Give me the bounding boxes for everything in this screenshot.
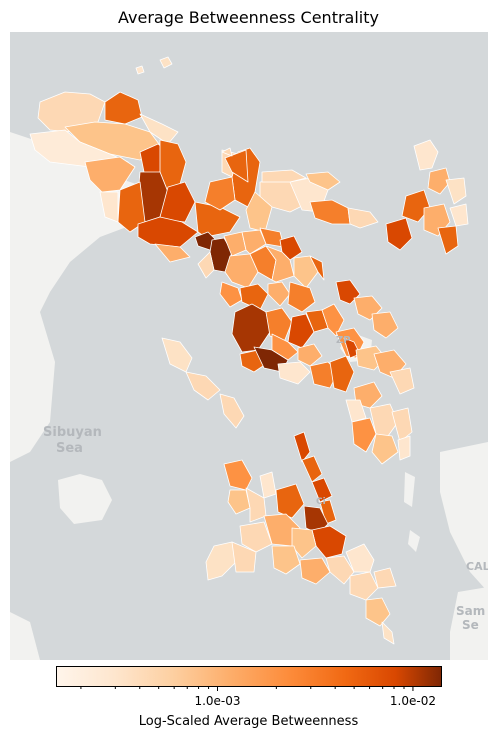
region — [135, 65, 145, 75]
region — [277, 361, 311, 385]
place-label-samar-sea: Se — [462, 618, 479, 632]
region — [265, 307, 293, 343]
region — [265, 245, 295, 283]
region — [279, 235, 303, 261]
region — [293, 431, 311, 463]
region — [371, 311, 399, 339]
sea-label-sea: Sea — [56, 441, 83, 456]
province-regions — [29, 56, 469, 645]
region — [271, 545, 301, 575]
region — [291, 527, 317, 559]
region — [445, 177, 467, 205]
colorbar-tick-label: 1.0e-02 — [389, 694, 436, 708]
region — [351, 417, 377, 453]
region — [221, 147, 233, 157]
region — [385, 217, 413, 251]
region — [275, 483, 305, 519]
colorbar-label: Log-Scaled Average Betweenness — [138, 714, 359, 729]
region — [427, 167, 451, 195]
region — [389, 367, 415, 395]
region — [309, 255, 325, 281]
place-label-cal: CAL — [466, 560, 488, 573]
region — [345, 543, 375, 573]
region — [369, 403, 399, 437]
region — [325, 555, 355, 585]
region — [413, 139, 439, 171]
choropleth-map: Sibuyan Sea Ci ZP CAL Sam Se — [10, 32, 488, 660]
region — [231, 541, 257, 573]
region — [204, 176, 236, 211]
region — [365, 597, 391, 627]
region — [349, 571, 379, 601]
region — [185, 371, 221, 401]
region — [297, 343, 323, 367]
region — [301, 455, 323, 483]
region — [449, 203, 469, 227]
region — [373, 567, 397, 589]
region — [137, 216, 199, 248]
region — [397, 435, 411, 461]
region — [287, 281, 316, 313]
region — [239, 283, 269, 311]
place-label-zp: ZP — [336, 335, 351, 346]
colorbar-ticks — [80, 686, 414, 691]
region — [271, 333, 299, 361]
region — [227, 489, 251, 515]
region — [329, 355, 355, 393]
region — [267, 281, 291, 307]
region — [159, 56, 173, 69]
region — [293, 255, 319, 289]
region — [224, 149, 249, 183]
region — [311, 477, 333, 503]
region — [231, 303, 271, 353]
region — [197, 251, 215, 279]
region — [99, 191, 119, 223]
region — [321, 303, 345, 337]
place-label-samar: Sam — [456, 604, 485, 618]
region — [299, 557, 331, 585]
sea-label-sibuyan: Sibuyan — [43, 425, 102, 440]
region — [345, 399, 367, 423]
region — [381, 621, 395, 645]
region — [305, 171, 341, 191]
colorbar-gradient — [56, 666, 442, 687]
colorbar-tick-label: 1.0e-03 — [194, 694, 241, 708]
region — [154, 243, 191, 263]
region — [371, 433, 399, 465]
region — [139, 113, 179, 145]
region — [223, 459, 253, 491]
region — [287, 313, 315, 349]
map-title: Average Betweenness Centrality — [118, 8, 379, 27]
region — [161, 337, 193, 373]
region — [261, 169, 307, 183]
region — [245, 487, 267, 523]
region — [347, 207, 379, 229]
region — [239, 521, 273, 553]
region — [219, 281, 243, 308]
city-label: Ci — [316, 497, 326, 507]
basemap-land — [10, 132, 488, 660]
region — [219, 393, 245, 429]
region — [391, 407, 413, 443]
colorbar — [56, 666, 442, 691]
region — [437, 225, 459, 255]
region — [241, 229, 267, 255]
